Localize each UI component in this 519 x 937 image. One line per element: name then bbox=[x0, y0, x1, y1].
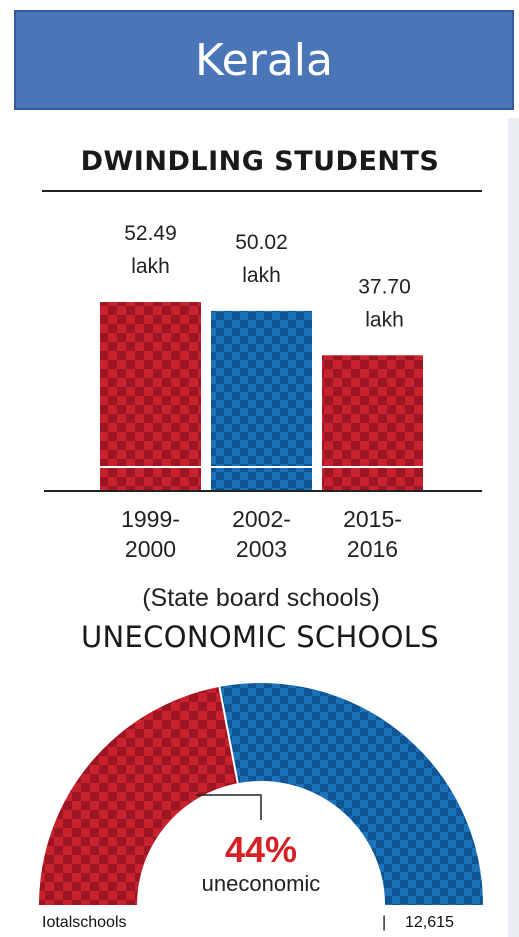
total-schools-separator: | bbox=[382, 914, 387, 931]
donut-chart-title: UNECONOMIC SCHOOLS bbox=[81, 620, 439, 654]
bar-chart: 52.49 lakh 1999- 2000 50.02 lakh 2002- 2003 37.7… bbox=[44, 222, 482, 612]
banner-title: Kerala bbox=[195, 34, 333, 86]
callout-label: uneconomic bbox=[202, 871, 321, 896]
x-tick-label-2: 2002- bbox=[232, 506, 291, 532]
title-underline bbox=[42, 190, 482, 192]
callout-percent: 44% bbox=[225, 829, 297, 870]
callout-leader-line bbox=[196, 794, 262, 820]
x-tick-label-2: 2003 bbox=[236, 536, 287, 562]
x-tick-label-3: 2015- bbox=[343, 506, 402, 532]
x-tick-label-1: 2000 bbox=[125, 536, 176, 562]
page-edge-strip bbox=[508, 118, 519, 937]
bar-chart-subtitle: (State board schools) bbox=[142, 584, 380, 612]
bar-3 bbox=[322, 355, 423, 491]
donut-chart: 44%uneconomic bbox=[39, 683, 483, 905]
bar-2-data-label: 50.02 bbox=[235, 231, 288, 254]
donut-slice-divider bbox=[218, 686, 239, 784]
title-banner: Kerala bbox=[14, 10, 514, 110]
bar-2 bbox=[211, 310, 312, 491]
total-schools-label: Iotalschools bbox=[42, 914, 127, 931]
x-tick-label-3: 2016 bbox=[347, 536, 398, 562]
bar-3-data-label: 37.70 bbox=[358, 275, 411, 298]
donut-slice-2 bbox=[219, 683, 483, 905]
donut-slice-1 bbox=[39, 686, 238, 905]
bar-3-data-label: lakh bbox=[365, 308, 404, 331]
bar-2-data-label: lakh bbox=[242, 264, 281, 287]
x-tick-label-1: 1999- bbox=[121, 506, 180, 532]
total-schools-value: 12,615 bbox=[405, 914, 454, 931]
bar-chart-title: DWINDLING STUDENTS bbox=[80, 146, 440, 177]
bar-1 bbox=[100, 302, 201, 491]
bar-1-data-label: lakh bbox=[131, 255, 170, 278]
bar-1-data-label: 52.49 bbox=[124, 222, 177, 245]
